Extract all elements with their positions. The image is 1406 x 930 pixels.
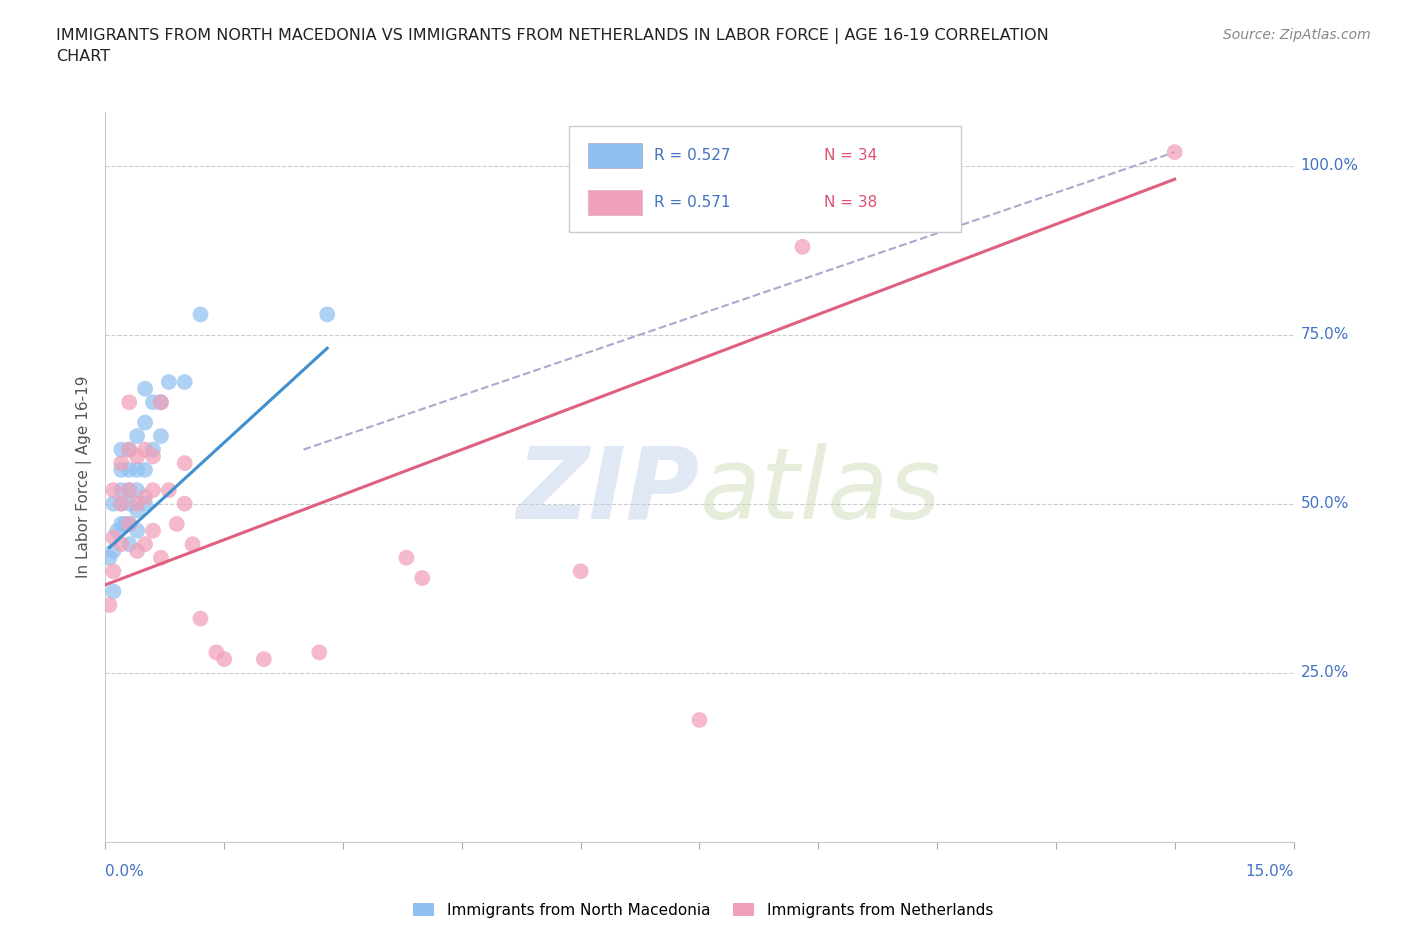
Point: [173, 497, 195, 512]
Text: CHART: CHART: [56, 49, 110, 64]
Point: [689, 712, 711, 727]
Point: [308, 644, 330, 659]
Y-axis label: In Labor Force | Age 16-19: In Labor Force | Age 16-19: [76, 376, 93, 578]
Point: [127, 543, 149, 558]
Point: [103, 483, 125, 498]
Point: [118, 442, 141, 457]
Point: [142, 524, 165, 538]
Point: [118, 483, 141, 498]
Point: [103, 564, 125, 578]
Point: [118, 497, 141, 512]
Point: [149, 551, 172, 565]
Point: [569, 564, 592, 578]
Text: 0.0%: 0.0%: [105, 864, 145, 879]
Text: Source: ZipAtlas.com: Source: ZipAtlas.com: [1223, 28, 1371, 42]
Text: N = 34: N = 34: [824, 148, 877, 163]
Text: 25.0%: 25.0%: [1301, 665, 1348, 680]
Point: [118, 516, 141, 531]
Text: IMMIGRANTS FROM NORTH MACEDONIA VS IMMIGRANTS FROM NETHERLANDS IN LABOR FORCE | : IMMIGRANTS FROM NORTH MACEDONIA VS IMMIG…: [56, 28, 1049, 44]
Text: R = 0.527: R = 0.527: [654, 148, 731, 163]
Point: [127, 483, 149, 498]
Point: [792, 239, 814, 254]
Point: [134, 537, 156, 551]
Point: [149, 429, 172, 444]
Point: [190, 307, 212, 322]
Point: [134, 381, 156, 396]
Point: [157, 375, 180, 390]
Text: N = 38: N = 38: [824, 195, 877, 210]
Point: [127, 462, 149, 477]
Point: [98, 551, 121, 565]
Legend: Immigrants from North Macedonia, Immigrants from Netherlands: Immigrants from North Macedonia, Immigra…: [413, 903, 993, 918]
Point: [127, 429, 149, 444]
Point: [105, 524, 128, 538]
Point: [127, 497, 149, 512]
Point: [181, 537, 204, 551]
Text: 50.0%: 50.0%: [1301, 497, 1348, 512]
Point: [395, 551, 418, 565]
Point: [118, 462, 141, 477]
Point: [127, 524, 149, 538]
Point: [142, 442, 165, 457]
Point: [118, 483, 141, 498]
Point: [157, 483, 180, 498]
Point: [205, 644, 228, 659]
Point: [127, 503, 149, 518]
Text: R = 0.571: R = 0.571: [654, 195, 731, 210]
Point: [110, 442, 132, 457]
Point: [142, 483, 165, 498]
Point: [190, 611, 212, 626]
Point: [114, 516, 136, 531]
Point: [110, 456, 132, 471]
Point: [1164, 145, 1187, 160]
Point: [149, 395, 172, 410]
Point: [118, 537, 141, 551]
Point: [110, 516, 132, 531]
Text: atlas: atlas: [700, 443, 941, 539]
FancyBboxPatch shape: [588, 191, 643, 215]
Point: [110, 483, 132, 498]
Point: [103, 584, 125, 599]
Text: ZIP: ZIP: [516, 443, 700, 539]
Text: 15.0%: 15.0%: [1246, 864, 1294, 879]
Point: [103, 497, 125, 512]
Point: [103, 530, 125, 545]
Point: [98, 598, 121, 613]
Point: [214, 652, 236, 667]
Text: 75.0%: 75.0%: [1301, 327, 1348, 342]
Point: [173, 456, 195, 471]
Point: [127, 449, 149, 464]
Point: [110, 497, 132, 512]
Point: [166, 516, 188, 531]
Point: [134, 415, 156, 430]
Point: [118, 442, 141, 457]
FancyBboxPatch shape: [588, 143, 643, 167]
Point: [118, 395, 141, 410]
Point: [411, 571, 433, 586]
Point: [110, 497, 132, 512]
Point: [134, 442, 156, 457]
Point: [142, 449, 165, 464]
Point: [110, 462, 132, 477]
Point: [253, 652, 276, 667]
FancyBboxPatch shape: [569, 126, 960, 232]
Point: [173, 375, 195, 390]
Point: [134, 489, 156, 504]
Point: [110, 537, 132, 551]
Text: 100.0%: 100.0%: [1301, 158, 1358, 173]
Point: [149, 395, 172, 410]
Point: [142, 395, 165, 410]
Point: [134, 497, 156, 512]
Point: [118, 516, 141, 531]
Point: [134, 462, 156, 477]
Point: [316, 307, 339, 322]
Point: [103, 543, 125, 558]
